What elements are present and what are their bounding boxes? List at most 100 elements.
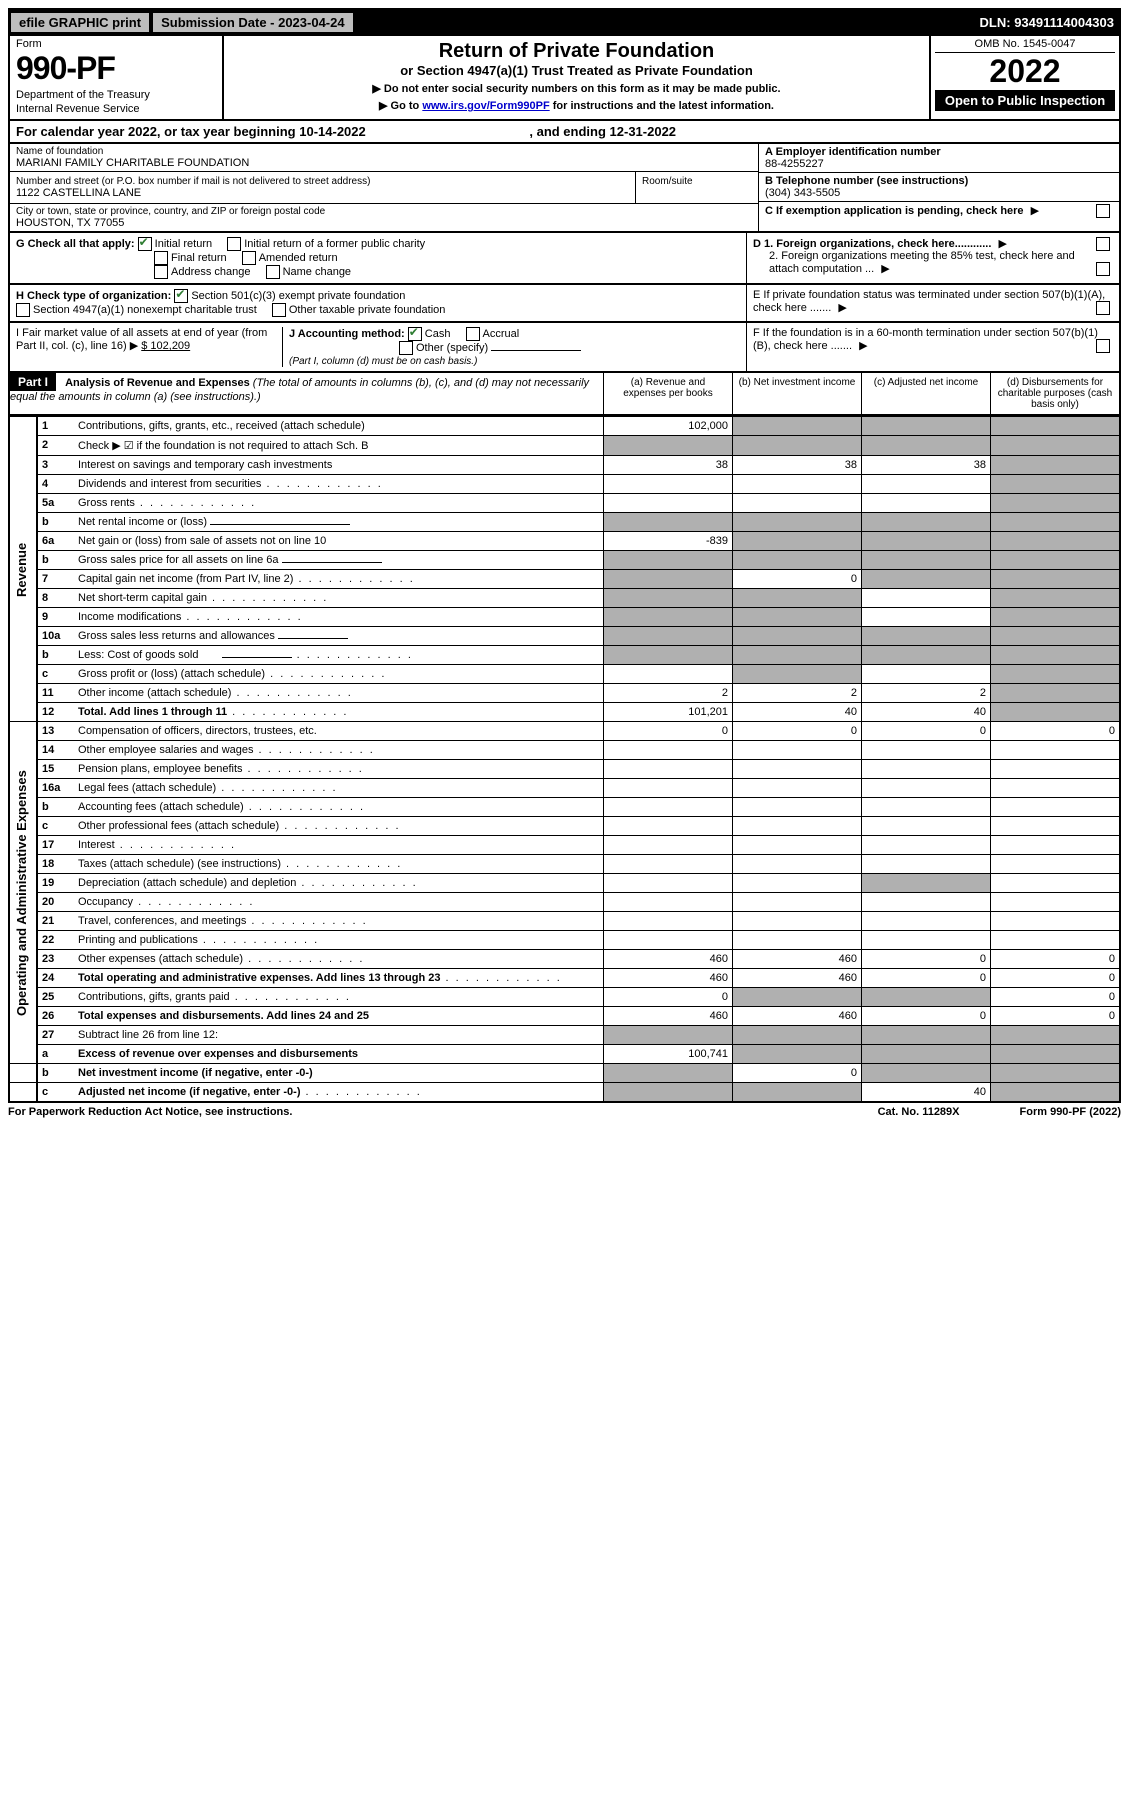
h1-label: Section 501(c)(3) exempt private foundat… xyxy=(191,290,405,302)
footer-cat: Cat. No. 11289X xyxy=(878,1106,960,1118)
h3-checkbox[interactable] xyxy=(272,303,286,317)
f-checkbox[interactable] xyxy=(1096,339,1110,353)
line-7-desc: Capital gain net income (from Part IV, l… xyxy=(74,570,604,589)
table-row: Revenue 1 Contributions, gifts, grants, … xyxy=(9,417,1120,436)
foundation-name: MARIANI FAMILY CHARITABLE FOUNDATION xyxy=(16,157,752,169)
j-cash-checkbox[interactable] xyxy=(408,327,422,341)
line-27c-desc: Adjusted net income (if negative, enter … xyxy=(74,1083,604,1103)
e-block: E If private foundation status was termi… xyxy=(746,285,1119,321)
line-26-desc: Total expenses and disbursements. Add li… xyxy=(74,1007,604,1026)
city-value: HOUSTON, TX 77055 xyxy=(16,217,752,229)
col-a-header: (a) Revenue and expenses per books xyxy=(603,373,732,414)
city-label: City or town, state or province, country… xyxy=(16,206,752,217)
h1-checkbox[interactable] xyxy=(174,289,188,303)
cal-mid: , and ending xyxy=(529,124,609,139)
initial-return-checkbox[interactable] xyxy=(138,237,152,251)
initial-former-checkbox[interactable] xyxy=(227,237,241,251)
line-16a-desc: Legal fees (attach schedule) xyxy=(74,779,604,798)
addr-change-label: Address change xyxy=(171,266,251,278)
efile-print-button[interactable]: efile GRAPHIC print xyxy=(11,13,149,32)
line-24-d: 0 xyxy=(991,969,1121,988)
line-1-b xyxy=(733,417,862,436)
j-accrual-checkbox[interactable] xyxy=(466,327,480,341)
line-19-num: 19 xyxy=(37,874,74,893)
addr-change-checkbox[interactable] xyxy=(154,265,168,279)
form-title: Return of Private Foundation xyxy=(232,40,921,63)
amended-checkbox[interactable] xyxy=(242,251,256,265)
line-8-num: 8 xyxy=(37,589,74,608)
line-26-b: 460 xyxy=(733,1007,862,1026)
dept-treasury: Department of the Treasury xyxy=(16,89,216,101)
d2-arrow: ▶ xyxy=(881,262,889,275)
f-block: F If the foundation is in a 60-month ter… xyxy=(746,323,1119,371)
table-row: b Less: Cost of goods sold xyxy=(9,646,1120,665)
j-note: (Part I, column (d) must be on cash basi… xyxy=(289,356,477,367)
line-24-num: 24 xyxy=(37,969,74,988)
line-10a-num: 10a xyxy=(37,627,74,646)
cal-pre: For calendar year 2022, or tax year begi… xyxy=(16,124,299,139)
d1-checkbox[interactable] xyxy=(1096,237,1110,251)
foundation-name-cell: Name of foundation MARIANI FAMILY CHARIT… xyxy=(10,144,758,172)
line-10b-desc: Less: Cost of goods sold xyxy=(74,646,604,665)
instr-goto-link[interactable]: www.irs.gov/Form990PF xyxy=(422,100,549,112)
c-checkbox[interactable] xyxy=(1096,204,1110,218)
line-27-desc: Subtract line 26 from line 12: xyxy=(74,1026,604,1045)
table-row: 4 Dividends and interest from securities xyxy=(9,475,1120,494)
line-6b-desc: Gross sales price for all assets on line… xyxy=(74,551,604,570)
line-16b-num: b xyxy=(37,798,74,817)
line-6b-num: b xyxy=(37,551,74,570)
table-row: 9 Income modifications xyxy=(9,608,1120,627)
table-row: 17Interest xyxy=(9,836,1120,855)
line-2-desc: Check ▶ ☑ if the foundation is not requi… xyxy=(74,436,604,456)
table-row: 25 Contributions, gifts, grants paid 0 0 xyxy=(9,988,1120,1007)
name-change-checkbox[interactable] xyxy=(266,265,280,279)
line-5a-desc: Gross rents xyxy=(74,494,604,513)
line-11-desc: Other income (attach schedule) xyxy=(74,684,604,703)
amended-label: Amended return xyxy=(259,252,338,264)
form-header: Form 990-PF Department of the Treasury I… xyxy=(8,36,1121,121)
line-6a-a: -839 xyxy=(604,532,733,551)
table-row: b Net rental income or (loss) xyxy=(9,513,1120,532)
col-c-header: (c) Adjusted net income xyxy=(861,373,990,414)
line-20-num: 20 xyxy=(37,893,74,912)
line-10b-num: b xyxy=(37,646,74,665)
line-5b-num: b xyxy=(37,513,74,532)
line-27-num: 27 xyxy=(37,1026,74,1045)
room-label: Room/suite xyxy=(642,176,752,187)
line-26-c: 0 xyxy=(862,1007,991,1026)
address-label: Number and street (or P.O. box number if… xyxy=(16,176,629,187)
line-26-num: 26 xyxy=(37,1007,74,1026)
h2-checkbox[interactable] xyxy=(16,303,30,317)
d2-checkbox[interactable] xyxy=(1096,262,1110,276)
line-23-d: 0 xyxy=(991,950,1121,969)
city-cell: City or town, state or province, country… xyxy=(10,204,758,231)
table-row: 14Other employee salaries and wages xyxy=(9,741,1120,760)
d2-label: 2. Foreign organizations meeting the 85%… xyxy=(769,250,1075,275)
table-row: 19Depreciation (attach schedule) and dep… xyxy=(9,874,1120,893)
c-cell: C If exemption application is pending, c… xyxy=(759,202,1119,219)
h-label: H Check type of organization: xyxy=(16,290,171,302)
room-suite-cell: Room/suite xyxy=(635,172,758,203)
line-14-num: 14 xyxy=(37,741,74,760)
foundation-name-label: Name of foundation xyxy=(16,146,752,157)
line-14-desc: Other employee salaries and wages xyxy=(74,741,604,760)
line-13-b: 0 xyxy=(733,722,862,741)
initial-return-label: Initial return xyxy=(155,238,212,250)
e-checkbox[interactable] xyxy=(1096,301,1110,315)
col-b-header: (b) Net investment income xyxy=(732,373,861,414)
line-1-c xyxy=(862,417,991,436)
line-11-c: 2 xyxy=(862,684,991,703)
j-other-checkbox[interactable] xyxy=(399,341,413,355)
entity-block: Name of foundation MARIANI FAMILY CHARIT… xyxy=(8,144,1121,233)
table-row: 6a Net gain or (loss) from sale of asset… xyxy=(9,532,1120,551)
instr-goto-post: for instructions and the latest informat… xyxy=(550,100,774,112)
e-label: E If private foundation status was termi… xyxy=(753,289,1105,314)
line-3-c: 38 xyxy=(862,456,991,475)
c-arrow: ▶ xyxy=(1031,204,1039,217)
table-row: 23 Other expenses (attach schedule) 460 … xyxy=(9,950,1120,969)
ein-cell: A Employer identification number 88-4255… xyxy=(759,144,1119,173)
table-row: 2 Check ▶ ☑ if the foundation is not req… xyxy=(9,436,1120,456)
instr-goto-pre: ▶ Go to xyxy=(379,100,422,112)
final-return-checkbox[interactable] xyxy=(154,251,168,265)
line-27a-num: a xyxy=(37,1045,74,1064)
